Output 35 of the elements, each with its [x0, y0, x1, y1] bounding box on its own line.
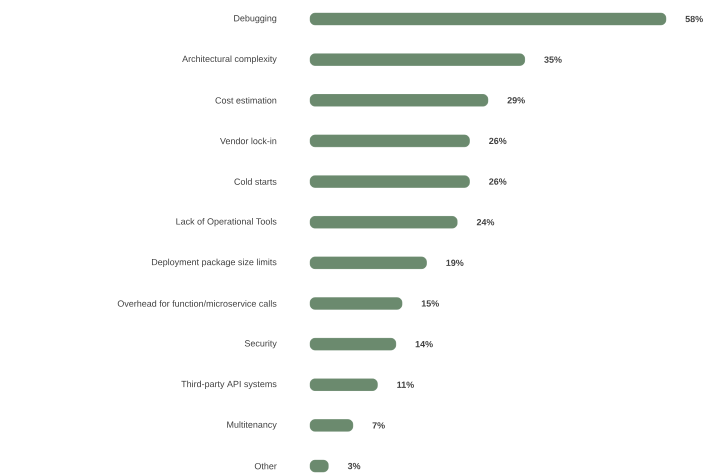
- data-label: 19%: [446, 260, 464, 266]
- y-tick-label: Lack of Operational Tools: [176, 218, 276, 226]
- y-tick-label: Third-party API systems: [181, 380, 276, 389]
- y-tick-label: Multitenancy: [227, 421, 277, 430]
- data-label: 14%: [416, 340, 433, 348]
- data-label: 58%: [685, 16, 703, 22]
- bar: [310, 12, 666, 26]
- y-tick-label: Vendor lock-in: [220, 138, 276, 144]
- bar: [310, 378, 378, 391]
- data-label: 35%: [544, 56, 562, 63]
- data-label: 29%: [508, 97, 525, 104]
- y-tick-label: Cold starts: [234, 178, 276, 185]
- bar: [310, 419, 354, 432]
- bar: [310, 216, 458, 228]
- bar: [310, 53, 526, 66]
- y-tick-label: Cost estimation: [215, 96, 276, 104]
- y-tick-label: Security: [244, 340, 277, 348]
- y-tick-label: Debugging: [234, 14, 276, 24]
- data-label: 11%: [397, 382, 414, 388]
- bar: [310, 94, 488, 106]
- bar: [310, 175, 470, 188]
- y-tick-label: Architectural complexity: [182, 55, 277, 64]
- y-tick-label: Other: [254, 462, 277, 470]
- data-label: 26%: [489, 178, 506, 185]
- bar: [310, 338, 396, 350]
- bar: [310, 256, 427, 270]
- data-label: 15%: [422, 300, 439, 307]
- data-label: 7%: [372, 422, 385, 429]
- data-label: 3%: [348, 462, 360, 470]
- data-label: 26%: [489, 138, 506, 144]
- data-label: 24%: [476, 219, 494, 226]
- bar: [310, 134, 470, 148]
- y-tick-label: Overhead for function/microservice calls: [118, 300, 276, 307]
- bar: [310, 297, 402, 310]
- y-tick-label: Deployment package size limits: [152, 258, 276, 268]
